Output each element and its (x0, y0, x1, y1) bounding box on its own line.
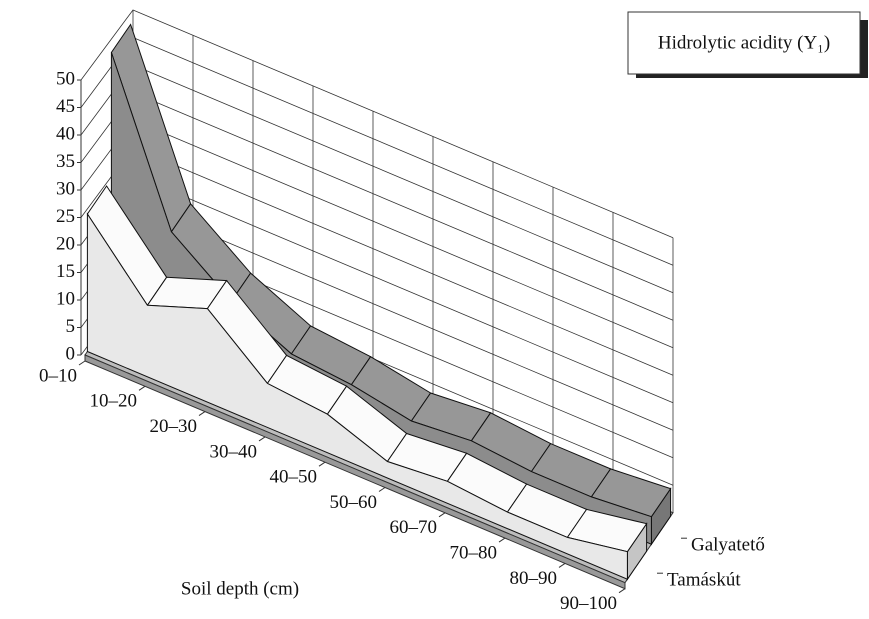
y-tick-label: 5 (66, 316, 76, 337)
y-tick-label: 20 (56, 233, 75, 254)
y-tick-label: 0 (66, 343, 76, 364)
x-tick (378, 487, 386, 492)
y-tick-label: 45 (56, 96, 75, 117)
x-tick-label: 50–60 (330, 492, 378, 513)
y-tick-label: 30 (56, 178, 75, 199)
x-tick-label: 30–40 (210, 441, 258, 462)
x-tick-label: 20–30 (150, 416, 198, 437)
x-tick (138, 385, 146, 391)
x-tick-label: 10–20 (90, 391, 138, 412)
x-tick-label: 90–100 (560, 593, 617, 614)
x-tick (498, 537, 506, 543)
x-tick (558, 562, 566, 568)
legend-entry: Tamáskút (667, 570, 741, 591)
x-tick (438, 512, 446, 518)
x-tick-label: 80–90 (510, 568, 558, 589)
legend-title: Hidrolytic acidity (Y₁) (658, 32, 830, 53)
y-tick-label: 35 (56, 151, 75, 172)
x-tick-label: 70–80 (450, 542, 498, 563)
x-tick-label: 60–70 (390, 517, 438, 538)
y-tick-label: 15 (56, 261, 75, 282)
x-tick-label: 40–50 (270, 467, 318, 488)
legend-box (627, 11, 861, 75)
y-tick-label: 40 (56, 123, 75, 144)
y-tick-label: 25 (56, 206, 75, 227)
legend-entry: Galyatető (691, 535, 765, 556)
x-tick (618, 588, 626, 594)
y-tick-label: 10 (56, 288, 75, 309)
x-axis-label: Soil depth (cm) (181, 578, 299, 599)
x-tick (258, 436, 266, 442)
y-tick-label: 50 (56, 68, 75, 89)
x-tick (198, 411, 206, 417)
series-area (86, 212, 628, 580)
x-tick (318, 461, 326, 467)
x-tick (78, 360, 86, 366)
x-tick-label: 0–10 (39, 365, 77, 386)
